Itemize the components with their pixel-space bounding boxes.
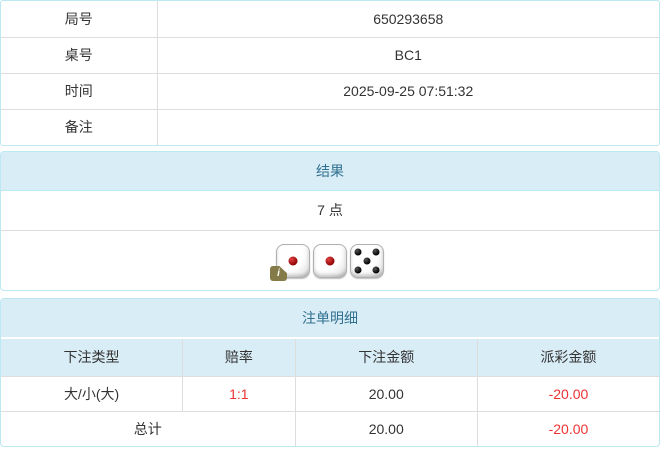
die-pip (363, 257, 371, 265)
info-badge-icon[interactable]: i (270, 266, 287, 281)
time-row: 时间 2025-09-25 07:51:32 (1, 72, 659, 110)
round-info-table: 局号 650293658 桌号 BC1 时间 2025-09-25 07:51:… (1, 1, 659, 145)
odds-header: 赔率 (182, 338, 296, 377)
die-3-face-5 (350, 244, 384, 278)
round-id-value: 650293658 (156, 1, 659, 38)
result-points: 7 点 (1, 191, 659, 231)
total-row: 总计 20.00 -20.00 (1, 410, 659, 446)
dice-row: i (1, 231, 659, 290)
round-id-row: 局号 650293658 (1, 1, 659, 38)
remark-value (156, 108, 659, 145)
bet-amount-cell: 20.00 (294, 375, 478, 412)
bet-details-title: 注单明细 (1, 299, 659, 339)
payout-amount-cell: -20.00 (476, 375, 659, 412)
bet-type-header: 下注类型 (1, 338, 184, 377)
die-pip (325, 256, 335, 266)
remark-label: 备注 (1, 108, 158, 145)
bet-type-cell: 大/小(大) (1, 375, 184, 412)
time-value: 2025-09-25 07:51:32 (156, 72, 659, 110)
die-2-face-1 (313, 244, 347, 278)
result-panel-title: 结果 (1, 152, 659, 191)
die-pip (288, 256, 298, 266)
bet-row: 大/小(大) 1:1 20.00 -20.00 (1, 375, 659, 412)
die-1-face-1: i (270, 244, 310, 281)
bet-amount-header: 下注金额 (294, 338, 478, 377)
round-id-label: 局号 (1, 1, 158, 38)
total-bet-cell: 20.00 (294, 410, 478, 446)
die-pip (372, 248, 380, 256)
table-id-row: 桌号 BC1 (1, 36, 659, 74)
table-id-value: BC1 (156, 36, 659, 74)
die-pip (372, 266, 380, 274)
total-payout-cell: -20.00 (476, 410, 659, 446)
die-pip (354, 266, 362, 274)
payout-amount-header: 派彩金额 (476, 338, 659, 377)
bet-details-panel: 注单明细 下注类型 赔率 下注金额 派彩金额 大/小(大) 1:1 20.00 … (0, 298, 660, 447)
odds-cell: 1:1 (182, 375, 296, 412)
bet-table: 下注类型 赔率 下注金额 派彩金额 大/小(大) 1:1 20.00 -20.0… (1, 338, 659, 446)
time-label: 时间 (1, 72, 158, 110)
die-pip (354, 248, 362, 256)
remark-row: 备注 (1, 108, 659, 145)
result-panel: 结果 7 点 i (0, 151, 660, 291)
dice-group: i (1, 244, 659, 281)
round-info-panel: 局号 650293658 桌号 BC1 时间 2025-09-25 07:51:… (0, 0, 660, 146)
bet-table-header-row: 下注类型 赔率 下注金额 派彩金额 (1, 338, 659, 377)
total-label-cell: 总计 (1, 410, 296, 446)
table-id-label: 桌号 (1, 36, 158, 74)
